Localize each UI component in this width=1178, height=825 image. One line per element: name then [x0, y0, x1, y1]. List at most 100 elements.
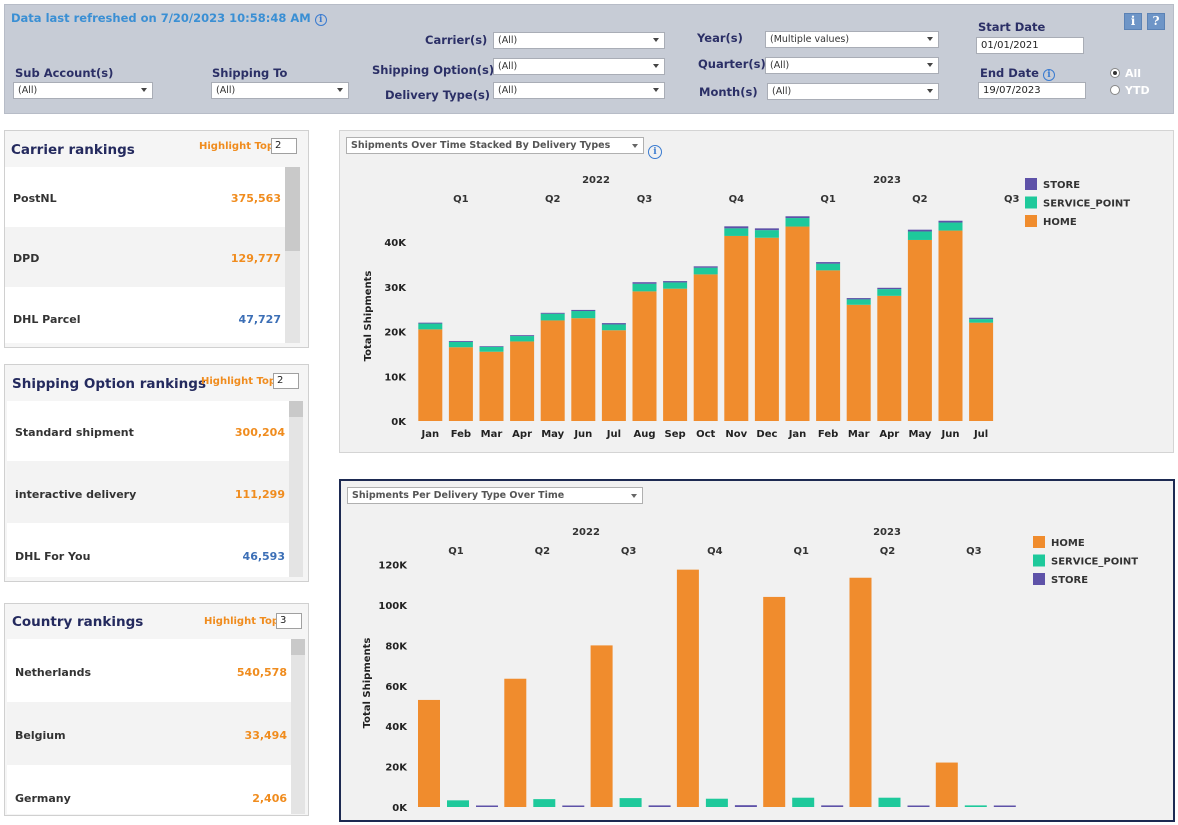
quarter-label: Q3	[966, 546, 982, 557]
list-item[interactable]: Netherlands 540,578	[7, 639, 291, 702]
shipping-option-rankings-panel: Shipping Option rankings Highlight Top 2…	[4, 364, 309, 582]
chevron-down-icon	[141, 88, 147, 92]
chart-type-selector[interactable]: Shipments Per Delivery Type Over Time	[347, 487, 643, 504]
start-date-label: Start Date	[978, 20, 1046, 34]
bar-home	[935, 762, 958, 807]
shipping-to-label: Shipping To	[212, 66, 288, 80]
x-tick-label: Feb	[451, 429, 471, 440]
list-item[interactable]: DHL For You 46,593	[7, 523, 289, 577]
start-date-input[interactable]: 01/01/2021	[976, 37, 1084, 54]
stacked-bar-chart: 2022 2023 Q1 Q2 Q3 Q4 Q1 Q2 Q3 0K 10K 20K 30K 40K Tota…	[363, 175, 1130, 440]
y-tick-label: 10K	[384, 372, 407, 383]
panel-title: Country rankings	[12, 614, 144, 630]
bar-home	[601, 330, 626, 421]
quarter-dropdown[interactable]: (All)	[765, 57, 939, 74]
info-icon[interactable]: i	[648, 139, 662, 159]
bar-home	[969, 322, 994, 421]
radio-all[interactable]	[1110, 68, 1120, 78]
bar-service-point	[792, 797, 815, 807]
bar-service-point	[969, 319, 994, 323]
bar-store	[785, 216, 810, 219]
bar-home	[877, 295, 902, 421]
rank-value: 111,299	[234, 488, 285, 501]
period-ytd-label: YTD	[1125, 84, 1150, 97]
chart-type-selector[interactable]: Shipments Over Time Stacked By Delivery …	[346, 137, 644, 154]
scrollbar-thumb[interactable]	[289, 401, 303, 417]
bar-service-point	[571, 311, 596, 319]
bar-store	[510, 335, 535, 337]
y-tick-label: 60K	[385, 682, 408, 693]
bar-service-point	[754, 230, 779, 238]
info-icon[interactable]: i	[1042, 69, 1055, 81]
bar-home	[632, 291, 657, 421]
list-item[interactable]: PostNL 375,563	[5, 167, 285, 227]
year-value: (Multiple values)	[770, 34, 850, 45]
y-tick-label: 0K	[392, 803, 408, 814]
y-axis-label: Total Shipments	[362, 638, 373, 729]
x-tick-label: Dec	[756, 429, 777, 440]
delivery-type-chart-panel: Shipments Per Delivery Type Over Time 20…	[339, 479, 1175, 822]
bar-store	[476, 805, 498, 807]
help-button[interactable]: ?	[1147, 13, 1165, 30]
bar-home	[724, 235, 749, 421]
bar-store	[663, 281, 688, 283]
legend-label: STORE	[1043, 180, 1080, 191]
bar-home	[448, 347, 473, 421]
year-label: 2022	[582, 175, 610, 186]
bar-store	[571, 309, 596, 312]
chevron-down-icon	[653, 38, 659, 42]
rank-name: DHL For You	[15, 550, 91, 563]
highlight-top-input[interactable]: 2	[271, 138, 297, 154]
grouped-bar-chart: 2022 2023 0K 20K 40K 60K 80K 100K 120K Total Ship…	[362, 527, 1138, 814]
highlight-top-input[interactable]: 2	[273, 373, 299, 389]
legend-swatch	[1025, 178, 1037, 190]
delivery-type-dropdown[interactable]: (All)	[493, 82, 665, 99]
list-item[interactable]: Standard shipment 300,204	[7, 401, 289, 461]
quarter-label: Q1	[820, 194, 836, 205]
bar-store	[877, 287, 902, 290]
bar-service-point	[724, 228, 749, 236]
carrier-value: (All)	[498, 35, 518, 46]
bar-store	[754, 228, 779, 231]
list-item[interactable]: Belgium 33,494	[7, 702, 291, 765]
bar-home	[849, 577, 872, 807]
chart-selector-value: Shipments Over Time Stacked By Delivery …	[351, 140, 611, 151]
bar-service-point	[877, 289, 902, 296]
rank-name: Standard shipment	[15, 426, 134, 439]
bar-store	[601, 323, 626, 325]
shipping-to-dropdown[interactable]: (All)	[211, 82, 349, 99]
bar-store	[693, 266, 718, 268]
carrier-dropdown[interactable]: (All)	[493, 32, 665, 49]
rank-name: DHL Parcel	[13, 313, 81, 326]
info-icon[interactable]: i	[314, 14, 327, 26]
month-dropdown[interactable]: (All)	[767, 83, 939, 100]
scrollbar-thumb[interactable]	[291, 639, 305, 655]
sub-account-dropdown[interactable]: (All)	[13, 82, 153, 99]
bar-store	[907, 805, 930, 807]
scrollbar[interactable]	[289, 401, 303, 577]
x-tick-label: Sep	[665, 429, 686, 440]
rank-name: DPD	[13, 252, 40, 265]
highlight-top-label: Highlight Top	[199, 141, 274, 152]
quarter-label: Q3	[637, 194, 653, 205]
year-label: Year(s)	[697, 31, 743, 45]
quarter-value: (All)	[770, 60, 790, 71]
x-tick-label: Mar	[481, 429, 503, 440]
scrollbar[interactable]	[291, 639, 305, 814]
list-item[interactable]: Germany 2,406	[7, 765, 291, 814]
end-date-input[interactable]: 19/07/2023	[978, 82, 1086, 99]
scrollbar[interactable]	[285, 167, 300, 343]
radio-ytd[interactable]	[1110, 85, 1120, 95]
list-item[interactable]: DPD 129,777	[5, 227, 285, 287]
info-button[interactable]: i	[1124, 13, 1142, 30]
highlight-top-input[interactable]: 3	[276, 613, 302, 629]
scrollbar-thumb[interactable]	[285, 167, 300, 251]
list-item[interactable]: DHL Parcel 47,727	[5, 287, 285, 343]
quarter-label: Q3	[621, 546, 637, 557]
bar-service-point	[447, 800, 469, 807]
x-tick-label: Mar	[848, 429, 870, 440]
shipping-option-dropdown[interactable]: (All)	[493, 58, 665, 75]
year-dropdown[interactable]: (Multiple values)	[765, 31, 939, 48]
bar-home	[590, 645, 613, 807]
list-item[interactable]: interactive delivery 111,299	[7, 461, 289, 523]
